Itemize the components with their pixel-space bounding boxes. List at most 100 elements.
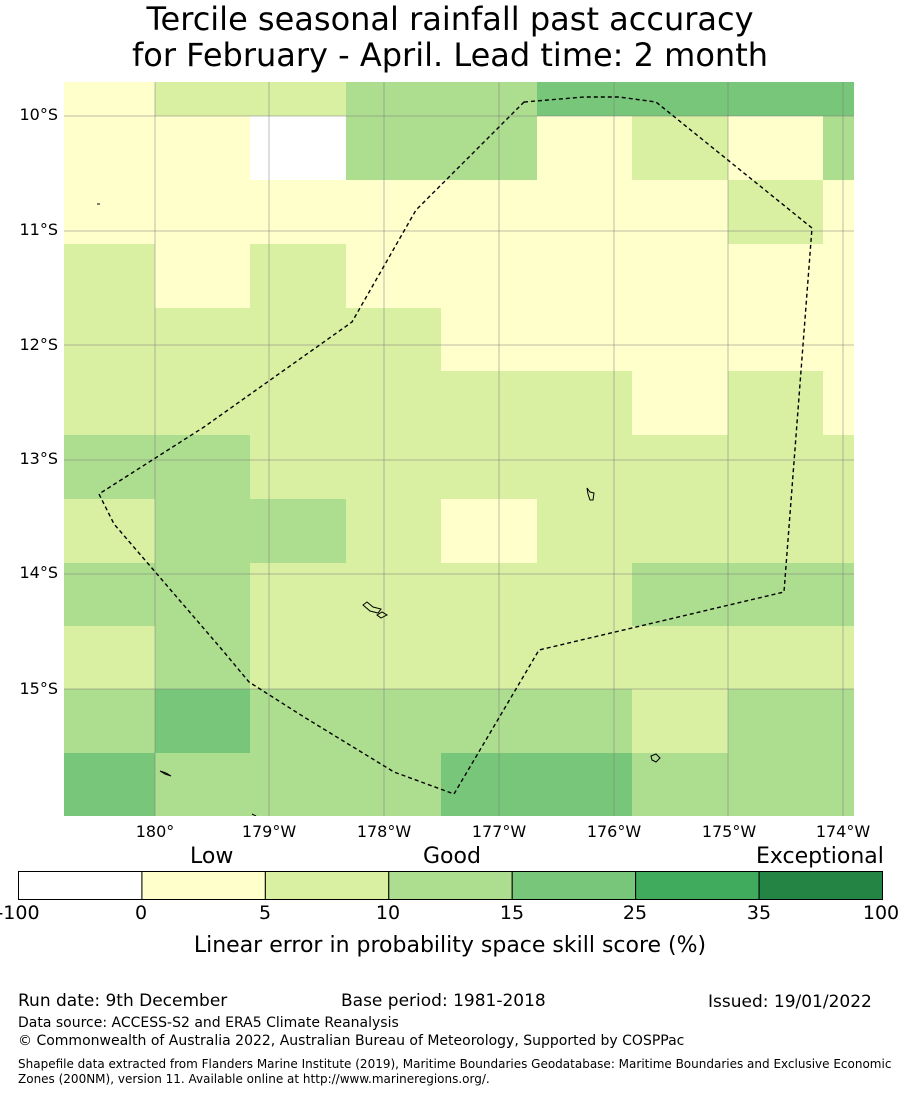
skill-grid-cell [728,180,824,245]
colorbar [18,871,883,900]
skill-grid-cell [346,499,442,564]
skill-grid-cell [728,82,824,117]
skill-grid-cell [632,753,729,816]
island-outline [159,770,172,777]
skill-grid-cell [823,626,854,690]
skill-grid-cell [346,689,442,754]
skill-grid-cell [537,689,633,754]
skill-grid-cell [823,180,854,245]
island-outline [650,753,661,763]
skill-grid-cell [64,371,156,436]
skill-grid-cell [823,689,854,754]
skill-grid-cell [64,563,156,627]
lon-label: 178°W [356,822,412,841]
skill-grid-cell [441,371,538,436]
lat-label: 14°S [19,563,58,582]
skill-grid-cell [250,626,347,690]
skill-grid-cell [346,82,442,117]
lat-label: 10°S [19,105,58,124]
skill-grid-cell [537,244,633,309]
copyright: © Commonwealth of Australia 2022, Austra… [18,1033,685,1049]
skill-grid-cell [155,116,251,181]
shapefile-credit-line2: Zones (200NM), version 11. Available onl… [18,1072,490,1086]
skill-grid-cell [155,308,251,372]
skill-grid-cell [632,180,729,245]
skill-grid-cell [155,753,251,816]
skill-grid-cell [537,563,633,627]
skill-grid-cell [155,435,251,500]
skill-grid-cell [250,563,347,627]
skill-grid-cell [250,753,347,816]
lon-label: 179°W [241,822,297,841]
island-outline [251,813,257,816]
map-title-line2: for February - April. Lead time: 2 month [131,36,769,74]
skill-grid-cell [250,371,347,436]
lat-label: 11°S [19,220,58,239]
lat-label: 13°S [19,449,58,468]
skill-grid-cell [632,435,729,500]
skill-grid-cell [632,308,729,372]
skill-grid-cell [64,753,156,816]
skill-grid-cell [64,499,156,564]
skill-grid-cell [537,435,633,500]
skill-grid-cell [441,753,538,816]
skill-grid-cell [64,308,156,372]
category-exceptional: Exceptional [756,844,884,869]
colorbar-frame [18,871,883,900]
skill-grid-cell [632,499,729,564]
skill-score-map [64,82,854,816]
skill-grid-cells [64,82,854,816]
skill-grid-cell [346,244,442,309]
skill-grid-cell [632,82,729,117]
skill-grid-cell [823,753,854,816]
category-low: Low [190,844,234,869]
skill-grid-cell [441,244,538,309]
skill-grid-cell [155,180,251,245]
skill-grid-cell [728,626,824,690]
skill-grid-cell [823,116,854,181]
skill-grid-cell [64,180,156,245]
skill-grid-cell [155,499,251,564]
skill-grid-cell [823,371,854,436]
skill-grid-cell [64,435,156,500]
skill-grid-cell [537,308,633,372]
map-gridlines [64,82,854,816]
skill-grid-cell [823,563,854,627]
colorbar-segment [388,871,513,900]
skill-grid-cell [728,308,824,372]
skill-grid-cell [155,82,251,117]
skill-grid-cell [155,563,251,627]
skill-grid-cell [346,563,442,627]
lon-label: 180° [135,822,175,841]
skill-grid-cell [632,689,729,754]
skill-grid-cell [537,499,633,564]
skill-grid-cell [632,626,729,690]
island-outline [362,601,382,614]
colorbar-tick: 0 [134,902,148,924]
skill-grid-cell [250,689,347,754]
colorbar-tick: 100 [862,902,900,924]
skill-grid-cell [155,244,251,309]
skill-grid-cell [728,371,824,436]
colorbar-segment [635,871,760,900]
skill-grid-cell [250,435,347,500]
lon-label: 175°W [701,822,757,841]
skill-grid-cell [537,82,633,117]
data-source: Data source: ACCESS-S2 and ERA5 Climate … [18,1015,399,1031]
eez-boundary [98,96,813,795]
skill-grid-cell [728,563,824,627]
skill-grid-cell [728,435,824,500]
lon-label: 176°W [586,822,642,841]
skill-grid-cell [728,753,824,816]
lat-label: 15°S [19,679,58,698]
skill-grid-cell [823,82,854,117]
skill-grid-cell [346,435,442,500]
skill-grid-cell [346,180,442,245]
skill-grid-cell [250,308,347,372]
skill-grid-cell [346,116,442,181]
skill-grid-cell [728,244,824,309]
skill-grid-cell [537,626,633,690]
skill-grid-cell [441,563,538,627]
skill-grid-cell [64,82,156,117]
colorbar-segment [758,871,883,900]
